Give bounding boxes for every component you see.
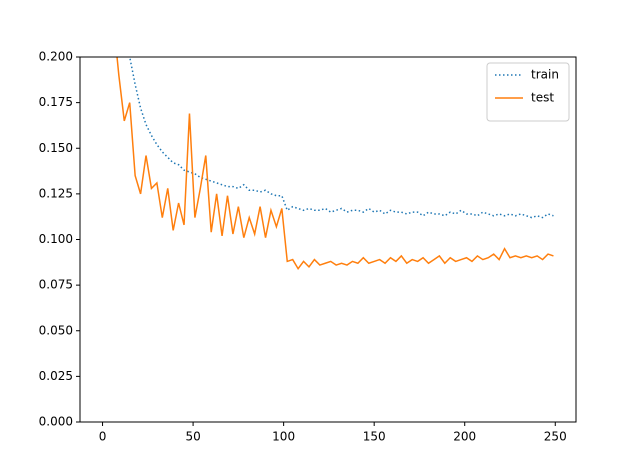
x-tick-label: 250 [544, 430, 567, 444]
x-tick-label: 0 [99, 430, 107, 444]
legend-label: train [531, 68, 559, 82]
y-tick-label: 0.100 [39, 232, 73, 246]
y-tick-label: 0.175 [39, 95, 73, 109]
data-line [128, 57, 554, 219]
x-tick-label: 200 [453, 430, 476, 444]
y-tick-label: 0.050 [39, 323, 73, 337]
y-tick-label: 0.150 [39, 141, 73, 155]
y-tick-label: 0.025 [39, 369, 73, 383]
legend-label: test [531, 91, 554, 105]
y-tick-label: 0.200 [39, 50, 73, 64]
y-tick-label: 0.075 [39, 278, 73, 292]
y-tick-label: 0.000 [39, 415, 73, 429]
x-tick-label: 150 [363, 430, 386, 444]
y-tick-label: 0.125 [39, 186, 73, 200]
x-tick-label: 50 [185, 430, 200, 444]
legend-box [486, 62, 570, 122]
data-line [116, 57, 554, 271]
axes-frame [79, 56, 577, 423]
x-tick-label: 100 [272, 430, 295, 444]
plot-area [116, 57, 554, 271]
